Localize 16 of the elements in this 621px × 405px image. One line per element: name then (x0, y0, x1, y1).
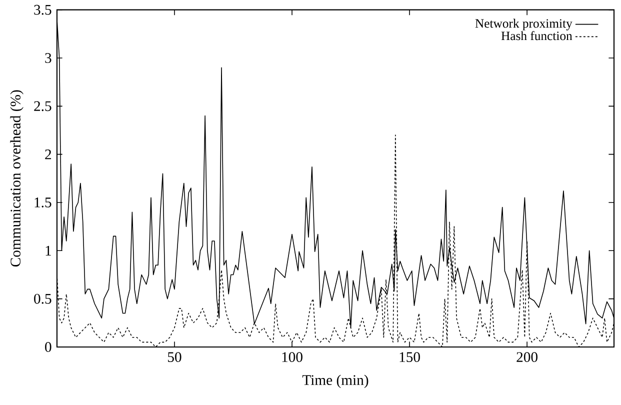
y-tick-label: 2.5 (34, 101, 52, 112)
y-tick-label: 2 (45, 150, 52, 160)
y-tick-label: 3 (45, 53, 52, 63)
y-tick-label: 1.5 (34, 198, 52, 208)
x-tick-label: 200 (516, 352, 538, 362)
y-tick-label: 0 (45, 342, 52, 352)
x-tick-label: 100 (282, 352, 302, 362)
x-axis-title: Time (min) (302, 374, 368, 388)
x-tick-label: 50 (168, 352, 182, 362)
legend-label: Hash function (501, 31, 572, 40)
y-tick-label: 0.5 (34, 294, 52, 304)
legend-label: Network proximity (475, 18, 572, 30)
x-tick-label: 150 (400, 352, 420, 362)
y-axis-title: Communication overhead (%) (10, 90, 24, 267)
y-tick-label: 1 (46, 246, 51, 256)
y-tick-label: 3.5 (34, 4, 52, 15)
